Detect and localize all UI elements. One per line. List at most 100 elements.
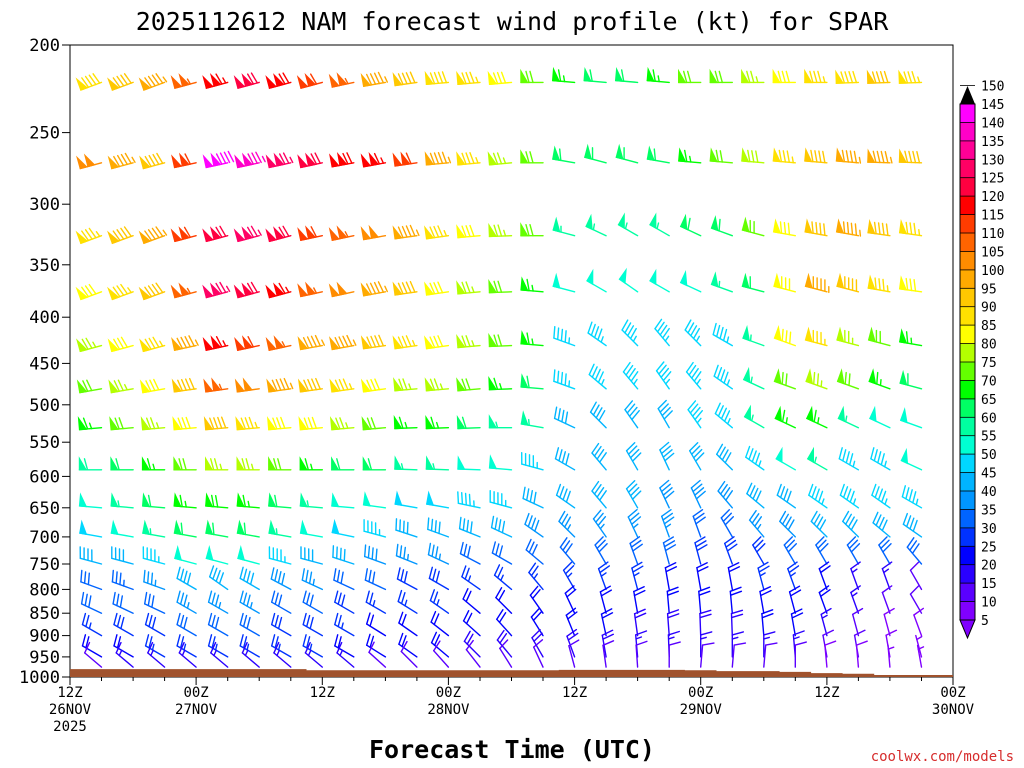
barb-pennant [425, 455, 434, 471]
barb-feather [873, 449, 878, 462]
barb-pennant [331, 456, 340, 471]
wind-barb [205, 519, 229, 538]
wind-barb [138, 226, 168, 245]
wind-barb [202, 335, 229, 352]
barb-pennant [710, 271, 719, 288]
barb-feather [156, 152, 164, 165]
barb-half-feather [312, 578, 315, 586]
wind-barb [457, 455, 481, 471]
barb-pennant [77, 416, 88, 431]
barb-feather [532, 611, 542, 622]
wind-barb [456, 414, 481, 430]
barb-half-feather [851, 592, 858, 597]
barb-half-feather [495, 421, 499, 429]
barb-feather [271, 612, 276, 626]
barb-feather [746, 482, 753, 495]
barb-pennant [174, 545, 183, 562]
x-tick-label: 27NOV [175, 702, 218, 718]
barb-feather [690, 325, 698, 337]
wind-barb [142, 546, 166, 565]
barb-feather [375, 548, 378, 562]
colorbar-swatch [960, 546, 975, 565]
barb-half-feather [852, 498, 857, 506]
barb-feather [250, 225, 258, 237]
barb-feather [113, 155, 121, 168]
barb-feather [179, 614, 185, 628]
barb-staff [883, 613, 891, 637]
barb-feather [176, 590, 181, 603]
barb-pennant [336, 225, 348, 240]
wind-barb [233, 281, 260, 299]
barb-feather [81, 634, 87, 647]
wind-barb [235, 416, 260, 431]
barb-feather [370, 379, 377, 391]
barb-feather [596, 539, 606, 550]
barb-half-feather [281, 341, 286, 348]
barb-half-feather [889, 156, 893, 164]
barb-feather [844, 371, 847, 385]
barb-feather [282, 152, 290, 165]
wind-barb [297, 281, 323, 298]
barb-half-feather [599, 523, 605, 530]
wind-barb [397, 589, 418, 614]
barb-half-feather [439, 383, 444, 390]
barb-feather [398, 611, 404, 624]
barb-pennant [805, 405, 814, 423]
barb-feather [281, 572, 286, 586]
wind-barb [336, 641, 355, 668]
wind-barb [773, 368, 796, 390]
barb-feather [787, 222, 791, 236]
wind-barb [488, 332, 513, 348]
barb-half-feather [131, 156, 136, 164]
wind-barb [265, 225, 292, 243]
barb-pennant [173, 519, 182, 536]
barb-feather [596, 449, 605, 460]
barb-feather [116, 593, 120, 607]
terrain-fill [70, 669, 953, 677]
barb-feather [787, 543, 797, 553]
barb-feather [633, 608, 646, 615]
barb-feather [400, 640, 408, 653]
wind-barb [627, 508, 642, 538]
barb-feather [631, 452, 642, 462]
barb-feather [120, 283, 129, 295]
colorbar-tick-label: 145 [981, 98, 1004, 113]
wind-barb [661, 509, 675, 538]
barb-feather [727, 562, 740, 569]
barb-feather [632, 565, 644, 573]
barb-feather [524, 512, 530, 525]
wind-barb [835, 147, 862, 164]
barb-feather [493, 280, 499, 293]
barb-feather [398, 632, 404, 645]
barb-feather [179, 592, 185, 605]
barb-pennant [76, 338, 88, 353]
barb-feather [717, 405, 724, 417]
barb-pennant [772, 147, 781, 163]
barb-feather [589, 401, 597, 413]
barb-feather [184, 378, 191, 391]
wind-barb [360, 224, 387, 241]
barb-half-feather [380, 157, 385, 164]
barb-feather [794, 641, 807, 646]
barb-feather [429, 589, 435, 602]
wind-barb [463, 630, 481, 658]
colorbar-tick-label: 10 [981, 596, 997, 611]
barb-feather [470, 521, 473, 534]
wind-barb [659, 441, 675, 471]
wind-barb [173, 492, 197, 509]
barb-feather [562, 540, 571, 551]
plot-frame [69, 44, 954, 678]
wind-barb [425, 414, 450, 430]
wind-barb [520, 276, 544, 293]
wind-barb [852, 607, 864, 637]
barb-feather [850, 222, 854, 236]
barb-staff [533, 646, 544, 668]
barb-staff [207, 601, 229, 614]
wind-barb [899, 407, 923, 429]
barb-staff [909, 569, 923, 591]
wind-barb [787, 561, 800, 591]
barb-feather [840, 71, 846, 84]
wind-barb [107, 336, 134, 353]
barb-feather [368, 641, 375, 653]
wind-barb [139, 336, 166, 353]
